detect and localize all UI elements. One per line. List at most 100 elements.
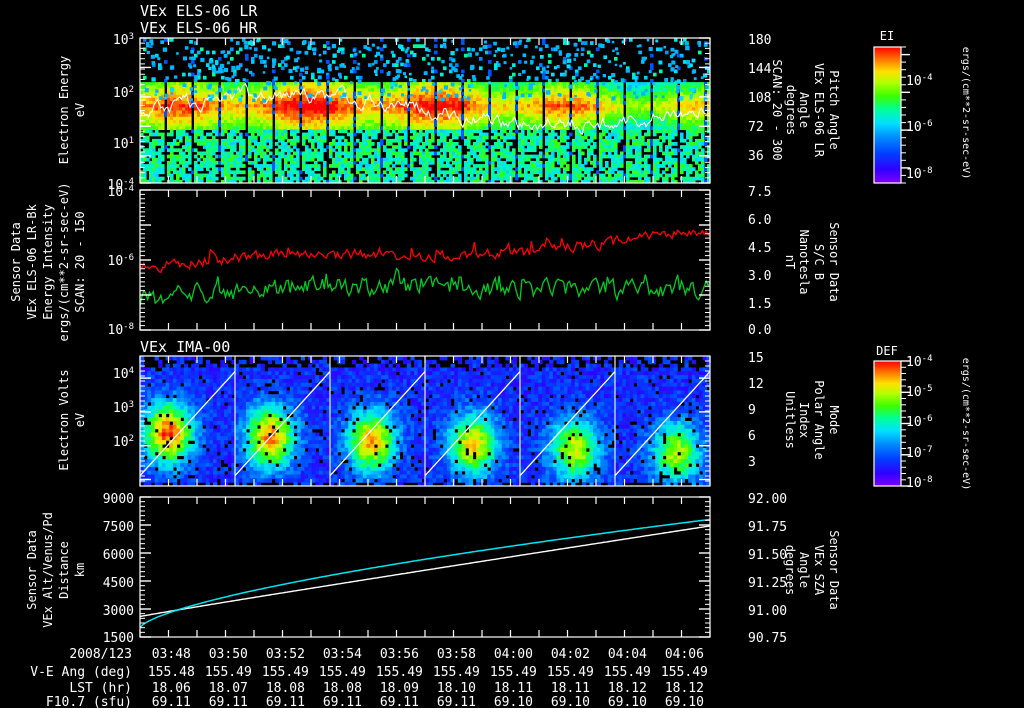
table-cell-r3-c8: 69.10 [608,695,647,708]
panel4-rtick-5: 90.75 [748,631,787,646]
panel2-rtick-3: 3.0 [748,269,771,284]
table-row-label-0: 2008/123 [69,647,132,662]
table-cell-r2-c6: 18.11 [494,681,533,696]
table-cell-r3-c3: 69.11 [323,695,362,708]
table-cell-r0-c8: 04:04 [608,647,647,662]
table-row-label-3: F10.7 (sfu) [46,695,132,708]
colorbar2-group: DEF 10-4 10-5 10-6 10-7 10-8 ergs/(cm**2… [873,344,971,491]
panel2-rtick-1: 6.0 [748,213,771,228]
panel1-ylabel-main: Electron Energy [57,56,71,164]
panel4-ytick-0: 9000 [103,492,134,507]
panel4-rlabel-2: Angle [797,552,811,588]
table-cell-r0-c7: 04:02 [551,647,590,662]
panel4-ytick-2: 6000 [103,548,134,563]
panel4-ytick-5: 1500 [103,631,134,646]
table-cell-r3-c6: 69.10 [494,695,533,708]
panel1-right-ytick-4: 36 [748,149,764,164]
table-cell-r1-c1: 155.49 [205,665,252,680]
panel2-tick-marks [139,189,711,331]
table-cell-r0-c5: 03:58 [437,647,476,662]
panel3-rlabel-1: Polar Angle [812,380,826,459]
panel4-rtick-1: 91.75 [748,520,787,535]
colorbar1-ticks [901,46,910,184]
panel4-ytick-1: 7500 [103,520,134,535]
table-cell-r3-c9: 69.10 [665,695,704,708]
panel3-rtick-1: 12 [748,377,764,392]
colorbar1-gradient [873,46,902,184]
table-cell-r2-c7: 18.11 [551,681,590,696]
panel4-rtick-4: 91.00 [748,604,787,619]
panel4-rtick-2: 91.50 [748,548,787,563]
panel1-right-ytick-3: 72 [748,120,764,135]
panel3-overlay-lines [140,356,710,486]
panel1-scatter-points [144,38,709,103]
panel3-group: VEx IMA-00 104 103 102 Electron Volts eV… [57,338,841,487]
colorbar1-unit: ergs/(cm**2-sr-sec-eV) [960,47,971,179]
panel3-title: VEx IMA-00 [140,338,230,356]
panel1-spectrogram [140,38,710,183]
table-cell-r2-c0: 18.06 [152,681,191,696]
table-cell-r1-c9: 155.49 [661,665,708,680]
panel1-group: VEx ELS-06 LR VEx ELS-06 HR 103 102 101 … [57,2,841,193]
panel1-rlabel-2: Angle [797,92,811,128]
panel2-ylabel-3: ergs/(cm**2-sr-sec-eV) [57,183,71,342]
table-cell-r0-c6: 04:00 [494,647,533,662]
table-cell-r2-c9: 18.12 [665,681,704,696]
panel4-ylabel-2: Distance [57,541,71,599]
panel3-rtick-0: 15 [748,351,764,366]
panel3-ylabel-unit: eV [73,413,87,427]
panel3-rlabel-0: Mode [827,406,841,435]
table-cell-r3-c0: 69.11 [152,695,191,708]
panel4-group: 9000 7500 6000 4500 3000 1500 Sensor Dat… [25,492,841,646]
panel1-title-hr: VEx ELS-06 HR [140,19,258,37]
panel2-rtick-0: 7.5 [748,185,771,200]
table-cell-r2-c4: 18.09 [380,681,419,696]
colorbar1-group: EI 10-4 10-6 10-8 ergs/(cm**2-sr-sec-eV) [873,29,971,184]
bottom-parameter-table: 2008/123 V-E Ang (deg)LST (hr)F10.7 (sfu)… [30,647,708,708]
panel2-rlabel-2: Nanotesla [797,229,811,294]
table-cell-r2-c2: 18.08 [266,681,305,696]
panel2-rlabel-3: nT [783,255,797,269]
panel2-rtick-4: 1.5 [748,297,771,312]
table-cell-r0-c3: 03:54 [323,647,362,662]
panel1-right-ytick-0: 180 [748,33,771,48]
panel3-tick-marks [139,356,711,486]
panel4-ytick-4: 3000 [103,604,134,619]
panel4-ytick-3: 4500 [103,576,134,591]
table-cell-r1-c2: 155.49 [262,665,309,680]
table-cell-r0-c1: 03:50 [209,647,248,662]
colorbar2-unit: ergs/(cm**2-sr-sec-eV) [960,358,971,490]
panel3-ylabel-main: Electron Volts [57,369,71,470]
panel4-curves [140,518,710,629]
panel3-spectrogram [140,356,710,486]
table-cell-r3-c4: 69.11 [380,695,419,708]
panel4-rtick-0: 92.00 [748,492,787,507]
colorbar2-gradient [873,360,902,487]
table-cell-r0-c4: 03:56 [380,647,419,662]
table-cell-r1-c5: 155.49 [433,665,480,680]
panel4-rlabel-1: VEx SZA [812,545,826,596]
panel2-rlabel-1: S/C B [812,244,826,280]
table-cell-r3-c5: 69.11 [437,695,476,708]
panel1-right-ytick-2: 108 [748,91,771,106]
panel2-ylabel-0: Sensor Data [9,222,23,301]
table-cell-r3-c7: 69.10 [551,695,590,708]
colorbar1-label: EI [880,29,894,43]
panel2-rlabel-0: Sensor Data [827,222,841,301]
panel1-title-lr: VEx ELS-06 LR [140,2,258,20]
panel3-rtick-4: 3 [748,455,756,470]
panel4-ylabel-3: km [73,563,87,577]
table-cell-r0-c9: 04:06 [665,647,704,662]
panel1-rlabel-0: Pitch Angle [827,70,841,149]
panel1-rlabel-4: SCAN: 20 - 300 [770,59,784,160]
panel3-rlabel-2: Index [797,402,811,438]
panel4-rlabel-3: degrees [783,545,797,596]
panel1-right-ytick-1: 144 [748,62,772,77]
table-cell-r2-c5: 18.10 [437,681,476,696]
table-cell-r2-c1: 18.07 [209,681,248,696]
panel1-rlabel-3: degrees [784,85,798,136]
panel4-tick-marks [139,496,711,638]
panel4-rlabel-0: Sensor Data [827,530,841,609]
colorbar2-label: DEF [876,344,898,358]
